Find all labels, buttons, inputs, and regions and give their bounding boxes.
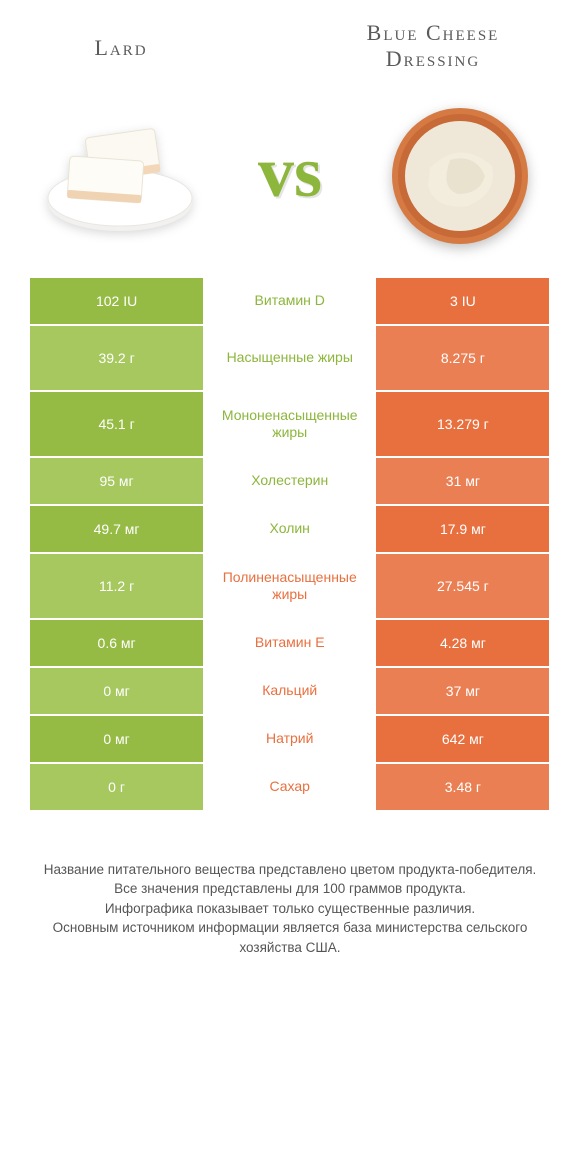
vs-label: vs <box>258 131 322 214</box>
left-value: 102 IU <box>30 278 203 324</box>
left-value: 0.6 мг <box>30 620 203 666</box>
table-row: 0 гСахар3.48 г <box>30 764 550 810</box>
left-value: 45.1 г <box>30 392 203 456</box>
left-value: 0 мг <box>30 716 203 762</box>
table-row: 39.2 гНасыщенные жиры8.275 г <box>30 326 550 390</box>
right-value: 31 мг <box>376 458 549 504</box>
nutrient-label: Натрий <box>203 716 376 762</box>
header-left-title: Lard <box>30 20 212 73</box>
table-row: 95 мгХолестерин31 мг <box>30 458 550 504</box>
nutrient-label: Сахар <box>203 764 376 810</box>
image-row: vs <box>30 98 550 248</box>
nutrient-label: Мононенасыщенные жиры <box>203 392 376 456</box>
footer-line: Название питательного вещества представл… <box>30 860 550 880</box>
nutrient-label: Насыщенные жиры <box>203 326 376 390</box>
nutrient-label: Полиненасыщенные жиры <box>203 554 376 618</box>
table-row: 0 мгНатрий642 мг <box>30 716 550 762</box>
nutrient-label: Витамин E <box>203 620 376 666</box>
right-value: 4.28 мг <box>376 620 549 666</box>
header: Lard Blue Cheese Dressing <box>30 20 550 73</box>
nutrient-label: Кальций <box>203 668 376 714</box>
nutrient-label: Холин <box>203 506 376 552</box>
nutrient-label: Холестерин <box>203 458 376 504</box>
right-value: 642 мг <box>376 716 549 762</box>
table-row: 102 IUВитамин D3 IU <box>30 278 550 324</box>
left-value: 95 мг <box>30 458 203 504</box>
lard-image <box>40 98 200 248</box>
header-right-title: Blue Cheese Dressing <box>316 20 550 73</box>
footer-line: Основным источником информации является … <box>30 918 550 957</box>
table-row: 0.6 мгВитамин E4.28 мг <box>30 620 550 666</box>
footer-line: Инфографика показывает только существенн… <box>30 899 550 919</box>
comparison-table: 102 IUВитамин D3 IU39.2 гНасыщенные жиры… <box>30 278 550 810</box>
left-value: 0 г <box>30 764 203 810</box>
dressing-image <box>380 98 540 248</box>
right-value: 8.275 г <box>376 326 549 390</box>
left-value: 39.2 г <box>30 326 203 390</box>
right-value: 27.545 г <box>376 554 549 618</box>
right-value: 3.48 г <box>376 764 549 810</box>
table-row: 49.7 мгХолин17.9 мг <box>30 506 550 552</box>
left-value: 49.7 мг <box>30 506 203 552</box>
left-value: 0 мг <box>30 668 203 714</box>
table-row: 11.2 гПолиненасыщенные жиры27.545 г <box>30 554 550 618</box>
nutrient-label: Витамин D <box>203 278 376 324</box>
table-row: 45.1 гМононенасыщенные жиры13.279 г <box>30 392 550 456</box>
right-value: 3 IU <box>376 278 549 324</box>
footer-line: Все значения представлены для 100 граммо… <box>30 879 550 899</box>
right-value: 17.9 мг <box>376 506 549 552</box>
table-row: 0 мгКальций37 мг <box>30 668 550 714</box>
right-value: 13.279 г <box>376 392 549 456</box>
left-value: 11.2 г <box>30 554 203 618</box>
right-value: 37 мг <box>376 668 549 714</box>
footer-notes: Название питательного вещества представл… <box>30 860 550 958</box>
